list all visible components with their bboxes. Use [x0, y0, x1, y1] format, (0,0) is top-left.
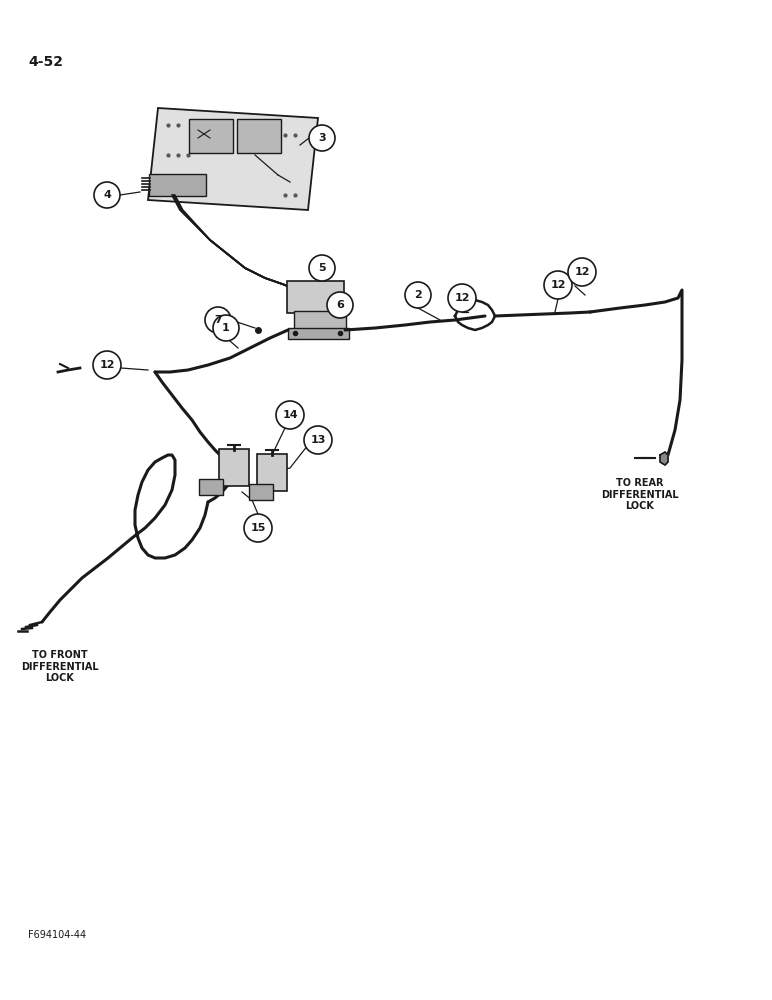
Text: 1: 1: [222, 323, 230, 333]
Text: 7: 7: [214, 315, 222, 325]
Text: 12: 12: [454, 293, 469, 303]
Circle shape: [304, 426, 332, 454]
FancyBboxPatch shape: [249, 484, 273, 500]
FancyBboxPatch shape: [219, 449, 249, 486]
Polygon shape: [660, 452, 668, 465]
Circle shape: [93, 351, 121, 379]
Text: 4-52: 4-52: [28, 55, 63, 69]
Text: 13: 13: [310, 435, 326, 445]
Circle shape: [448, 284, 476, 312]
FancyBboxPatch shape: [189, 119, 233, 153]
Text: 4: 4: [103, 190, 111, 200]
Polygon shape: [148, 108, 318, 210]
FancyBboxPatch shape: [294, 311, 346, 331]
Text: 12: 12: [100, 360, 115, 370]
Text: 3: 3: [318, 133, 326, 143]
Text: 12: 12: [574, 267, 590, 277]
Text: 14: 14: [283, 410, 298, 420]
FancyBboxPatch shape: [149, 174, 206, 196]
FancyBboxPatch shape: [287, 328, 348, 338]
Text: F694104-44: F694104-44: [28, 930, 86, 940]
Circle shape: [327, 292, 353, 318]
FancyBboxPatch shape: [257, 454, 287, 491]
Text: 2: 2: [414, 290, 422, 300]
FancyBboxPatch shape: [199, 479, 223, 495]
Circle shape: [568, 258, 596, 286]
Text: TO FRONT
DIFFERENTIAL
LOCK: TO FRONT DIFFERENTIAL LOCK: [21, 650, 99, 683]
Circle shape: [244, 514, 272, 542]
Circle shape: [213, 315, 239, 341]
Circle shape: [205, 307, 231, 333]
Text: 6: 6: [336, 300, 344, 310]
Text: 15: 15: [250, 523, 266, 533]
Text: 5: 5: [318, 263, 326, 273]
Circle shape: [94, 182, 120, 208]
Text: 12: 12: [550, 280, 566, 290]
Circle shape: [405, 282, 431, 308]
Circle shape: [309, 125, 335, 151]
Circle shape: [544, 271, 572, 299]
Text: TO REAR
DIFFERENTIAL
LOCK: TO REAR DIFFERENTIAL LOCK: [601, 478, 679, 511]
Circle shape: [276, 401, 304, 429]
Circle shape: [309, 255, 335, 281]
FancyBboxPatch shape: [287, 281, 344, 313]
FancyBboxPatch shape: [237, 119, 281, 153]
